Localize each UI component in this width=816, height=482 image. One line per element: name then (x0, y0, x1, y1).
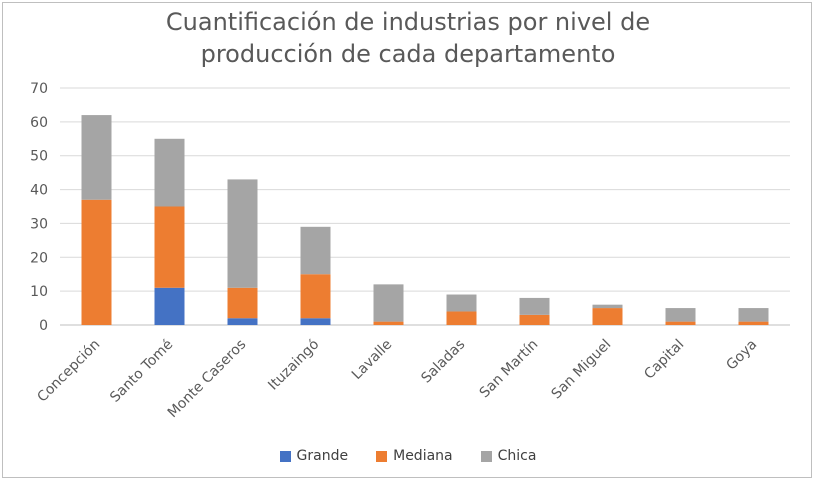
x-tick-label: Ituzaingó (265, 337, 322, 394)
y-tick-label: 40 (30, 183, 48, 199)
legend-swatch-chica (480, 450, 492, 462)
x-tick-label: Monte Caseros (165, 337, 250, 422)
legend-item-grande[interactable]: Grande (279, 448, 349, 464)
y-tick-label: 60 (30, 115, 48, 131)
x-tick-label: Lavalle (349, 337, 395, 383)
bar-chica (665, 308, 696, 322)
y-tick-label: 30 (30, 216, 48, 232)
x-tick-label: Saladas (418, 337, 468, 387)
legend-label-grande: Grande (296, 448, 349, 464)
bar-mediana (592, 308, 623, 325)
bar-mediana (519, 314, 550, 325)
y-axis-ticks: 0 10 20 30 40 50 60 70 (30, 81, 48, 334)
bar-mediana (154, 206, 185, 288)
bar-grande (154, 287, 185, 325)
bars (81, 115, 769, 325)
bar-chica (81, 115, 112, 200)
bar-grande (300, 318, 331, 325)
bar-mediana (227, 287, 258, 319)
bar-mediana (373, 321, 404, 325)
bar-chica (446, 294, 477, 312)
bar-chica (519, 297, 550, 315)
x-tick-label: San Miguel (549, 337, 615, 403)
bar-mediana (81, 199, 112, 325)
chart-title-line-1: Cuantificación de industrias por nivel d… (165, 8, 651, 36)
bar-mediana (446, 311, 477, 325)
x-tick-label: Goya (723, 337, 760, 374)
x-tick-label: San Martín (477, 337, 542, 402)
bar-chica (300, 226, 331, 275)
y-tick-label: 0 (39, 318, 48, 334)
bar-chica (592, 304, 623, 309)
x-tick-label: Capital (641, 337, 687, 383)
legend-swatch-mediana (376, 450, 388, 462)
chart-title-line-2: producción de cada departamento (200, 40, 616, 68)
legend-item-mediana[interactable]: Mediana (376, 448, 453, 464)
bar-chica (227, 179, 258, 288)
legend-swatch-grande (279, 450, 291, 462)
y-tick-label: 20 (30, 250, 48, 266)
bar-mediana (300, 274, 331, 319)
legend-item-chica[interactable]: Chica (480, 448, 537, 464)
x-tick-label: Concepción (34, 337, 103, 406)
bar-grande (227, 318, 258, 325)
y-tick-label: 50 (30, 149, 48, 165)
legend-label-mediana: Mediana (393, 448, 453, 464)
x-tick-label: Santo Tomé (107, 337, 176, 406)
bar-chica (154, 138, 185, 207)
y-tick-label: 70 (30, 81, 48, 97)
bar-chica (373, 284, 404, 322)
y-tick-label: 10 (30, 284, 48, 300)
bar-mediana (665, 321, 696, 325)
bar-chica (738, 308, 769, 322)
legend: Grande Mediana Chica (0, 448, 816, 464)
bar-mediana (738, 321, 769, 325)
chart-title: Cuantificación de industrias por nivel d… (0, 6, 816, 70)
legend-label-chica: Chica (497, 448, 537, 464)
